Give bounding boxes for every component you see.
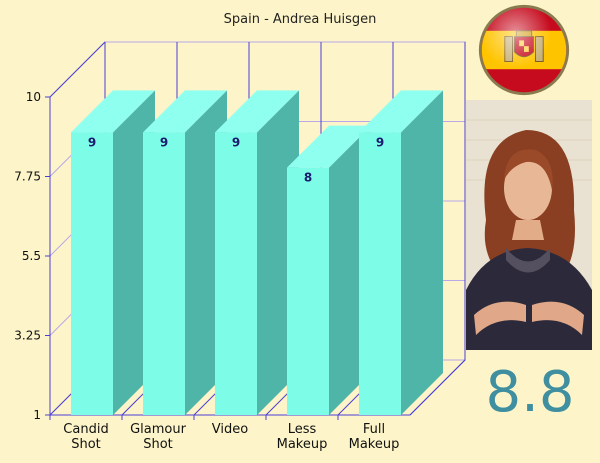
data-label-2: 9 [232, 135, 240, 149]
total-score: 8.8 [485, 360, 575, 425]
category-label-0-1: Shot [71, 437, 101, 452]
bar-top-2 [215, 90, 299, 133]
y-tick-label-2: 5.5 [22, 249, 41, 263]
bar-2 [215, 132, 257, 416]
category-label-1-0: Glamour [130, 422, 187, 437]
bar-0 [71, 132, 113, 416]
bar-3 [287, 167, 329, 415]
category-label-0-0: Candid [63, 422, 108, 437]
bar-side-4 [401, 90, 443, 415]
bar-4 [359, 132, 401, 416]
category-label-2-0: Video [212, 422, 248, 437]
bar-top-0 [71, 90, 155, 133]
y-tick-label-0: 1 [33, 408, 41, 422]
category-label-3-1: Makeup [277, 437, 328, 452]
category-label-3-0: Less [288, 422, 317, 437]
y-tick-label-3: 7.75 [14, 170, 41, 184]
data-label-4: 9 [376, 135, 384, 149]
contestant-photo [466, 100, 592, 350]
category-label-4-0: Full [363, 422, 385, 437]
bar-top-3 [287, 125, 371, 168]
y-tick-label-1: 3.25 [14, 329, 41, 343]
data-label-3: 8 [304, 171, 312, 185]
spain-flag-icon [478, 4, 570, 96]
bar-top-1 [143, 90, 227, 133]
category-label-4-1: Makeup [349, 437, 400, 452]
wall-top-edge [49, 41, 106, 98]
data-label-0: 9 [88, 135, 96, 149]
bar-1 [143, 132, 185, 416]
bar-top-4 [359, 90, 443, 133]
floor-right-edge [409, 359, 466, 416]
y-tick-label-4: 10 [26, 90, 41, 104]
data-label-1: 9 [160, 135, 168, 149]
category-label-1-1: Shot [143, 437, 173, 452]
